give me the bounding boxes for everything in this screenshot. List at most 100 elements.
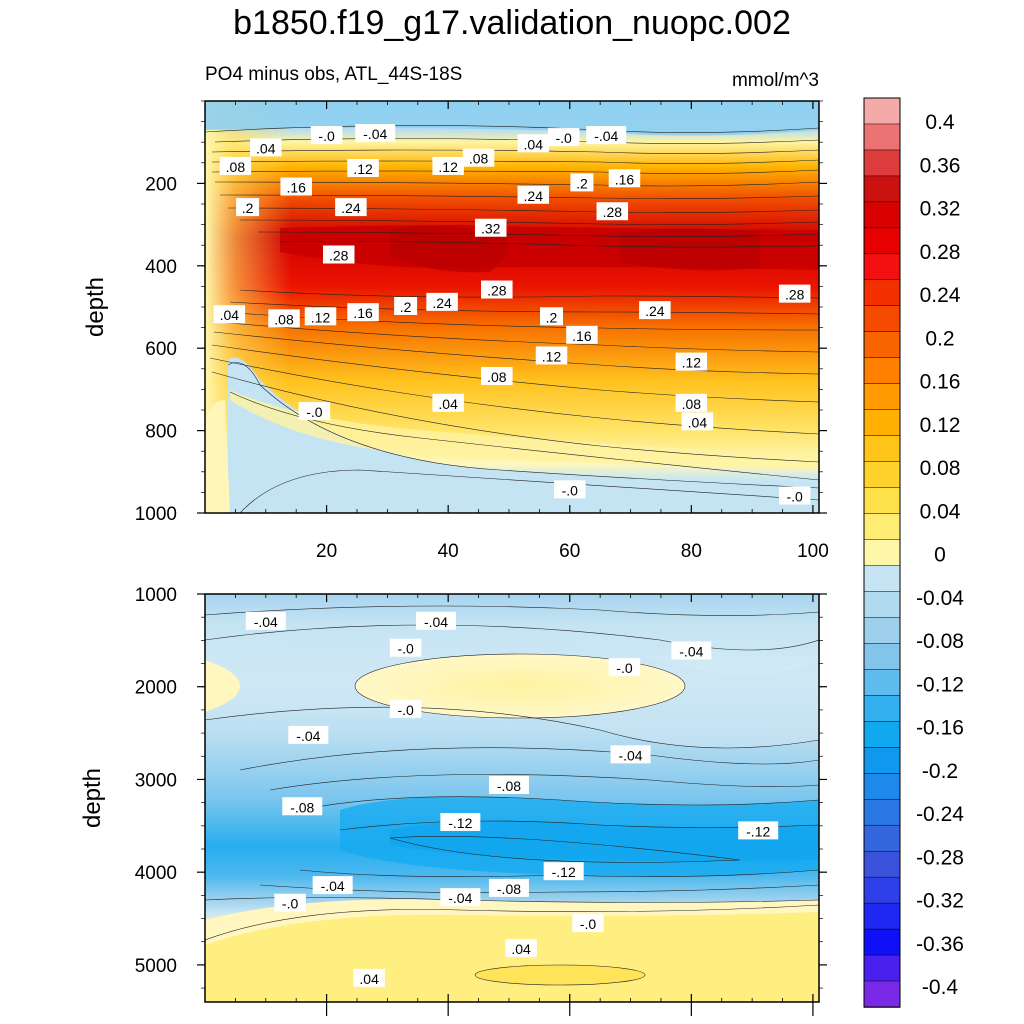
contour-label: -.0 [608,658,641,677]
contour-label: .12 [432,156,464,175]
contour-label-box [547,128,580,147]
contour-label-box [566,325,598,344]
colorbar-swatch [863,565,901,593]
contour-label-box [426,292,458,311]
colorbar-label: -0.28 [916,846,964,869]
contour-label-box [322,245,355,264]
contour-label: -.08 [488,775,529,794]
contour-label-text: .2 [400,299,412,315]
contour-label-box [298,402,331,421]
contour-label: -.0 [547,128,580,147]
colorbar-swatch [863,123,901,151]
colorbar-swatch [863,902,901,930]
contour-label-text: .12 [682,355,702,371]
colorbar-swatch [863,798,901,826]
contour-label-text: -.0 [318,128,335,144]
contour-label-text: .24 [645,303,665,319]
colorbar-label: -0.4 [922,976,959,999]
contour-label-text: .04 [688,414,708,430]
contour-label-box [304,307,337,326]
contour-label-text: .32 [481,221,501,237]
colorbar-swatch [863,435,901,463]
contour-label-text: .12 [353,161,373,177]
contour-label-text: .24 [341,200,361,216]
contour-label: -.04 [288,725,329,744]
x-tick-label: 80 [681,541,702,562]
contour-label: -.0 [310,126,343,145]
contour-label: .08 [219,156,252,175]
x-tick-label: 40 [438,541,459,562]
contour-label-box [610,745,651,764]
colorbar-swatch [863,928,901,956]
contour-label-text: -.04 [424,614,448,630]
y-tick-label: 3000 [135,770,177,791]
y-tick-label: 400 [145,257,177,278]
contour-label: -.04 [440,888,481,907]
colorbar-swatch [863,643,901,671]
contour-label-text: .08 [274,311,294,327]
contour-label: .08 [462,148,495,167]
contour-label: -.08 [488,878,529,897]
contour-label-box [310,126,343,145]
contour-label-text: -.0 [787,489,804,505]
colorbar-frame [863,97,901,1008]
contour-label-text: .04 [220,307,240,323]
contour-label: -.04 [671,641,712,660]
y-tick-label: 200 [145,174,177,195]
contour-label-text: -.08 [497,778,521,794]
contour-label-text: .16 [286,180,306,196]
contour-label-text: -.0 [616,660,633,676]
colorbar-label: 0.04 [920,500,961,523]
contour-label-text: .08 [487,369,507,385]
contour-label-box [778,284,811,303]
contour-label: .28 [481,280,513,299]
contour-label-text: .2 [242,200,254,216]
contour-label-box [288,725,329,744]
contour-label-text: .12 [311,309,331,325]
contour-label-text: .28 [603,204,623,220]
contour-label-box [335,198,367,217]
colorbar-swatch [863,149,901,177]
contour-label-box [347,158,379,177]
contour-label-box [280,177,312,196]
contour-label-text: .16 [572,328,592,344]
colorbar-label: -0.36 [916,933,964,956]
contour-label: -.0 [274,893,306,912]
contour-label: .16 [566,325,598,344]
contour-label-text: .12 [542,348,562,364]
contour-label: .16 [608,169,641,188]
colorbar-label: -0.12 [916,673,964,696]
contour-label-box [505,939,537,958]
colorbar-label: 0.28 [920,241,961,264]
contour-label: -.0 [778,486,811,505]
contour-label-box [274,893,306,912]
colorbar-swatch [863,305,901,333]
contour-label-box [432,156,464,175]
y-tick-label: 2000 [135,678,177,699]
contour-labels: .04-.0 -.04.08.16.12.12.08.04 -.0 -.04.2.24… [213,123,811,987]
chart-title: b1850.f19_g17.validation_nuopc.002 [233,4,791,42]
colorbar-swatch [863,824,901,852]
contour-label: -.12 [543,862,584,881]
contour-label-text: -.12 [448,815,472,831]
contour-label: -.12 [440,813,481,832]
contour-label: -.0 [389,638,422,657]
contour-label-box [671,641,712,660]
colorbar-label: 0.36 [920,154,961,177]
contour-label-box [596,202,629,221]
contour-label: .28 [778,284,811,303]
contour-label-box [540,307,564,326]
contour-label: .24 [639,301,671,320]
contour-label-text: -.12 [746,823,770,839]
contour-label-box [440,888,481,907]
x-tick-label: 60 [559,541,580,562]
colorbar-swatch [863,721,901,749]
colorbar-swatch [863,954,901,982]
contour-label-box [394,297,418,315]
contour-label: .28 [596,202,629,221]
contour-label-box [675,393,708,412]
contour-label-box [543,862,584,881]
contour-label-text: -.08 [497,881,521,897]
contour-label: .04 [505,939,537,958]
contour-label: .2 [570,173,594,192]
